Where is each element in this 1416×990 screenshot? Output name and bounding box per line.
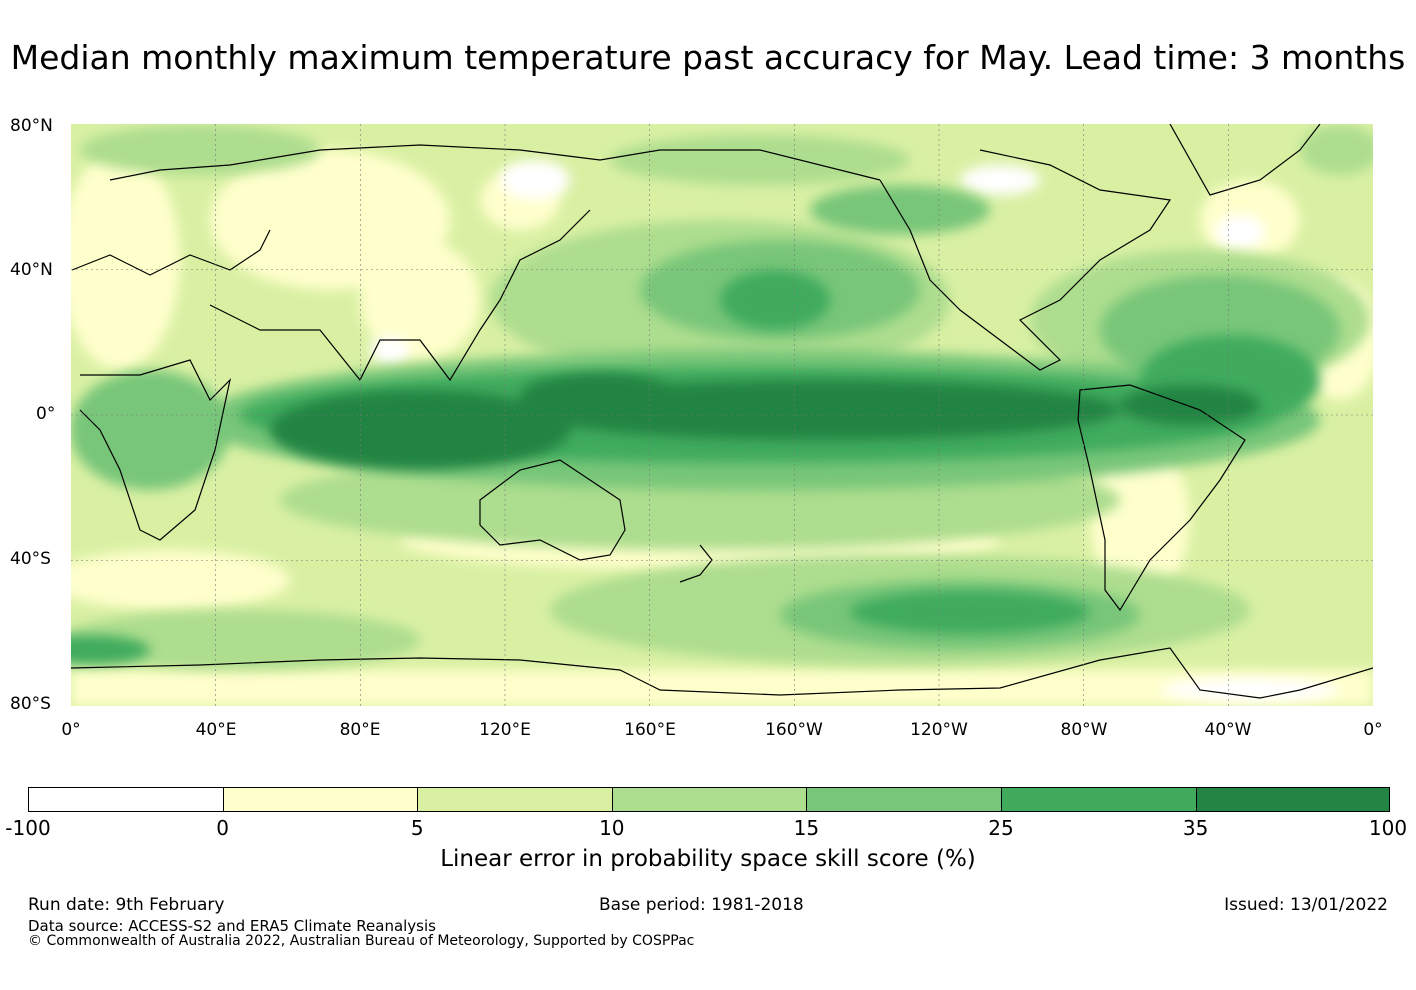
copyright: © Commonwealth of Australia 2022, Austra… [28,933,695,949]
lon-label-40w: 40°W [1204,720,1252,740]
lat-label-80s: 80°S [10,694,51,714]
coastlines [71,124,1373,699]
colorbar-segment [28,787,223,812]
lat-label-40n: 40°N [10,260,53,280]
colorbar-segment [806,787,1001,812]
colorbar-segment [1195,787,1390,812]
base-period: Base period: 1981-2018 [599,895,804,915]
run-date: Run date: 9th February [28,895,225,915]
colorbar-tick: 10 [599,816,625,840]
colorbar-tick: 15 [793,816,820,840]
colorbar-tick: 25 [988,816,1014,840]
lat-label-40s: 40°S [10,549,51,569]
colorbar-tick: 5 [410,816,424,840]
colorbar-title: Linear error in probability space skill … [440,846,976,872]
lon-label-80e: 80°E [339,720,381,740]
data-source: Data source: ACCESS-S2 and ERA5 Climate … [28,917,436,935]
lon-label-160e: 160°E [624,720,676,740]
lon-label-120w: 120°W [910,720,968,740]
colorbar-tick: 0 [216,816,229,840]
colorbar-tick: -100 [5,816,51,840]
issued-date: Issued: 13/01/2022 [1224,895,1388,915]
lon-label-40e: 40°E [195,720,237,740]
highest-skill-regions [270,373,1260,470]
lon-label-120e: 120°E [479,720,531,740]
lon-label-80w: 80°W [1060,720,1108,740]
north-america-outline [879,149,1172,371]
colorbar-segment [222,787,418,812]
graticule [71,124,1373,706]
australia-outline [479,459,626,561]
africa-outline [79,359,232,541]
chart-title: Median monthly maximum temperature past … [10,38,1406,77]
colorbar-segment [417,787,612,812]
lon-label-0: 0° [61,720,81,740]
europe-outline [71,229,271,276]
colorbar-tick: 100 [1368,816,1408,840]
lon-label-160w: 160°W [765,720,823,740]
lon-label-0-east: 0° [1363,720,1383,740]
colorbar-segment [611,787,807,812]
colorbar-tick: 35 [1182,816,1209,840]
colorbar-segment [1001,787,1196,812]
newzealand-outline [679,544,713,583]
eurasia-north-outline [109,144,881,181]
antarctica-outline [71,647,1373,699]
greenland-outline [1169,124,1321,196]
lat-label-equator: 0° [36,404,56,424]
negative-skill-regions [370,160,1340,702]
lat-label-80n: 80°N [10,116,53,136]
south-america-outline [1077,384,1246,612]
asia-south-outline [209,209,591,382]
